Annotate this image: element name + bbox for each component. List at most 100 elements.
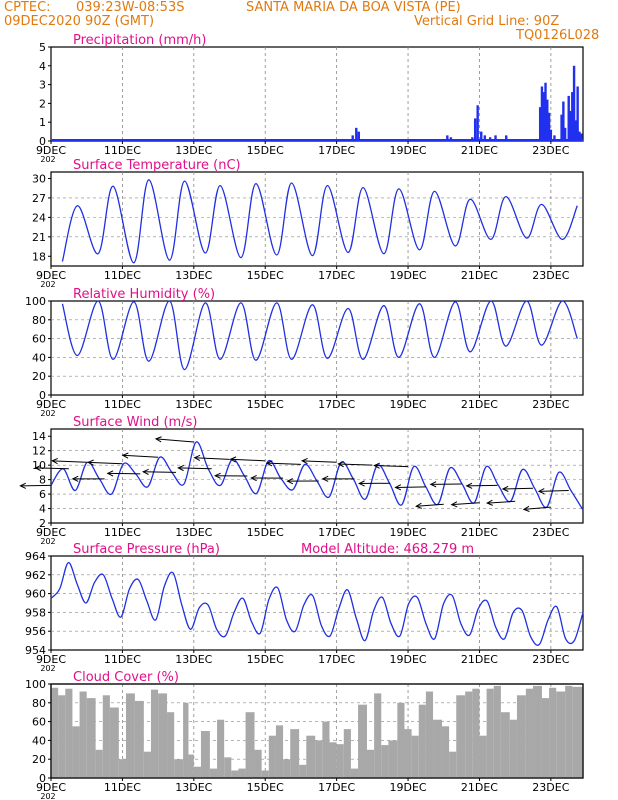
temperature-line <box>61 179 578 264</box>
cloud-ytick-label: 20 <box>32 753 46 766</box>
humidity-xtick-label: 11DEC <box>104 398 141 411</box>
cloud-xtick-label: 13DEC <box>175 781 212 794</box>
cloud-cover-bar <box>86 698 96 778</box>
wind-ytick-label: 4 <box>39 503 46 516</box>
wind-arrow-head <box>286 478 294 485</box>
pressure-xtick-label: 13DEC <box>175 653 212 666</box>
wind-arrow-head <box>250 475 257 482</box>
precip-bar <box>562 101 565 141</box>
humidity-xtick-label: 19DEC <box>389 398 426 411</box>
temperature-xtick-label: 13DEC <box>175 269 212 282</box>
humidity-frame <box>50 300 584 396</box>
precip-xtick-label: 9DEC <box>36 144 66 157</box>
pressure-xtick-label: 23DEC <box>532 653 569 666</box>
cloud-xtick-label: 17DEC <box>318 781 355 794</box>
precip-bar <box>357 131 360 141</box>
precip-xaxis-year-fragment: 202 <box>40 155 55 164</box>
pressure-xtick-label: 9DEC <box>36 653 66 666</box>
cloud-cover-bar <box>411 735 419 778</box>
humidity-ytick-label: 60 <box>32 333 46 346</box>
wind-xtick-label: 11DEC <box>104 526 141 539</box>
cloud-cover-bar <box>283 759 291 778</box>
wind-arrow <box>35 467 69 470</box>
pressure-xtick-label: 11DEC <box>104 653 141 666</box>
precip-bar <box>549 129 553 141</box>
wind-arrow-head <box>19 482 27 489</box>
precip-frame <box>50 46 584 142</box>
humidity-ytick-label: 40 <box>32 351 46 364</box>
wind-arrow-head <box>51 457 58 465</box>
precip-bar <box>542 92 545 141</box>
cloud-cover-bar <box>465 691 473 778</box>
cloud-cover-bar <box>158 693 168 778</box>
wind-xaxis-year-fragment: 202 <box>40 537 55 546</box>
wind-line <box>50 441 584 511</box>
wind-arrow-head <box>229 456 237 463</box>
temperature-xtick-label: 19DEC <box>389 269 426 282</box>
wind-arrow-head <box>71 475 79 482</box>
wind-arrow <box>52 460 87 463</box>
pressure-xtick-label: 15DEC <box>247 653 284 666</box>
humidity-line <box>61 300 578 371</box>
cloud-cover-bar <box>231 770 239 778</box>
wind-arrow-head <box>537 488 545 495</box>
cloud-title: Cloud Cover (%) <box>73 670 179 685</box>
wind-arrow-head <box>415 502 422 509</box>
cloud-cover-bar <box>500 712 510 778</box>
precip-ytick-label: 1 <box>39 116 46 129</box>
cloud-cover-bar <box>456 695 466 778</box>
precip-ytick-label: 3 <box>39 79 46 92</box>
cloud-cover-bar <box>509 719 517 778</box>
precip-xtick-label: 19DEC <box>389 144 426 157</box>
wind-arrow-head <box>265 460 273 467</box>
cloud-cover-bar <box>193 766 201 778</box>
cloud-ytick-label: 100 <box>25 678 46 691</box>
pressure-xtick-label: 17DEC <box>318 653 355 666</box>
pressure-line <box>50 561 584 646</box>
precip-bar <box>499 139 503 141</box>
wind-arrow-head <box>87 459 94 466</box>
humidity-xtick-label: 15DEC <box>247 398 284 411</box>
precip-bar <box>494 135 497 141</box>
cloud-cover-bar <box>275 725 284 778</box>
wind-arrow-head <box>193 454 201 461</box>
cloud-cover-bar <box>299 764 307 778</box>
wind-arrow <box>451 502 480 506</box>
wind-arrow-head <box>522 505 530 512</box>
pressure-annotation: Model Altitude: 468.279 m <box>301 542 474 557</box>
cloud-cover-bar <box>533 685 542 778</box>
wind-xtick-label: 23DEC <box>532 526 569 539</box>
cloud-cover-bar <box>572 686 583 778</box>
pressure-title: Surface Pressure (hPa) <box>73 542 220 557</box>
cloud-ytick-label: 0 <box>39 772 46 785</box>
cloud-cover-bar <box>174 759 184 778</box>
wind-arrow <box>502 487 534 490</box>
pressure-ytick-label: 960 <box>25 588 46 601</box>
precip-bar <box>462 139 465 141</box>
wind-arrow <box>538 489 569 492</box>
temperature-xtick-label: 21DEC <box>461 269 498 282</box>
cloud-cover-bar <box>72 726 80 778</box>
precip-bar <box>473 118 477 141</box>
temperature-xtick-label: 17DEC <box>318 269 355 282</box>
precip-bar <box>480 131 483 141</box>
wind-frame <box>50 428 584 524</box>
wind-arrow-head <box>429 481 437 488</box>
wind-arrow-head <box>154 436 162 443</box>
cloud-cover-bar <box>479 735 487 778</box>
cloud-cover-bar <box>183 702 189 778</box>
cloud-cover-bar <box>425 691 434 778</box>
wind-xtick-label: 13DEC <box>175 526 212 539</box>
humidity-xtick-label: 13DEC <box>175 398 212 411</box>
pressure-ytick-label: 964 <box>25 550 46 563</box>
precip-bar <box>560 114 563 141</box>
cloud-cover-bar <box>418 704 426 778</box>
precip-bar <box>540 86 544 141</box>
wind-xtick-label: 21DEC <box>461 526 498 539</box>
cloud-ytick-label: 80 <box>32 697 46 710</box>
temperature-ytick-label: 24 <box>32 211 46 224</box>
wind-arrow <box>178 467 212 470</box>
humidity-xtick-label: 17DEC <box>318 398 355 411</box>
wind-arrow <box>302 460 337 463</box>
cloud-cover-bar <box>541 698 550 778</box>
